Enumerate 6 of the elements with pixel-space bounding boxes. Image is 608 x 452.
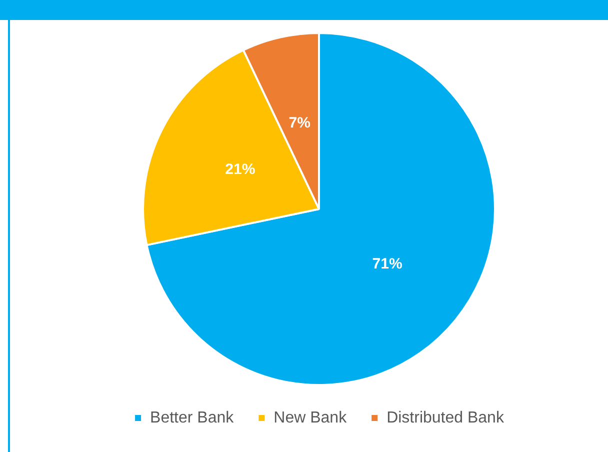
legend-label: New Bank [274, 409, 348, 426]
legend-label: Better Bank [150, 409, 235, 426]
legend-label: Distributed Bank [386, 409, 505, 426]
data-label: 7% [288, 114, 310, 132]
data-label: 21% [225, 161, 256, 178]
data-label: 71% [372, 256, 402, 273]
